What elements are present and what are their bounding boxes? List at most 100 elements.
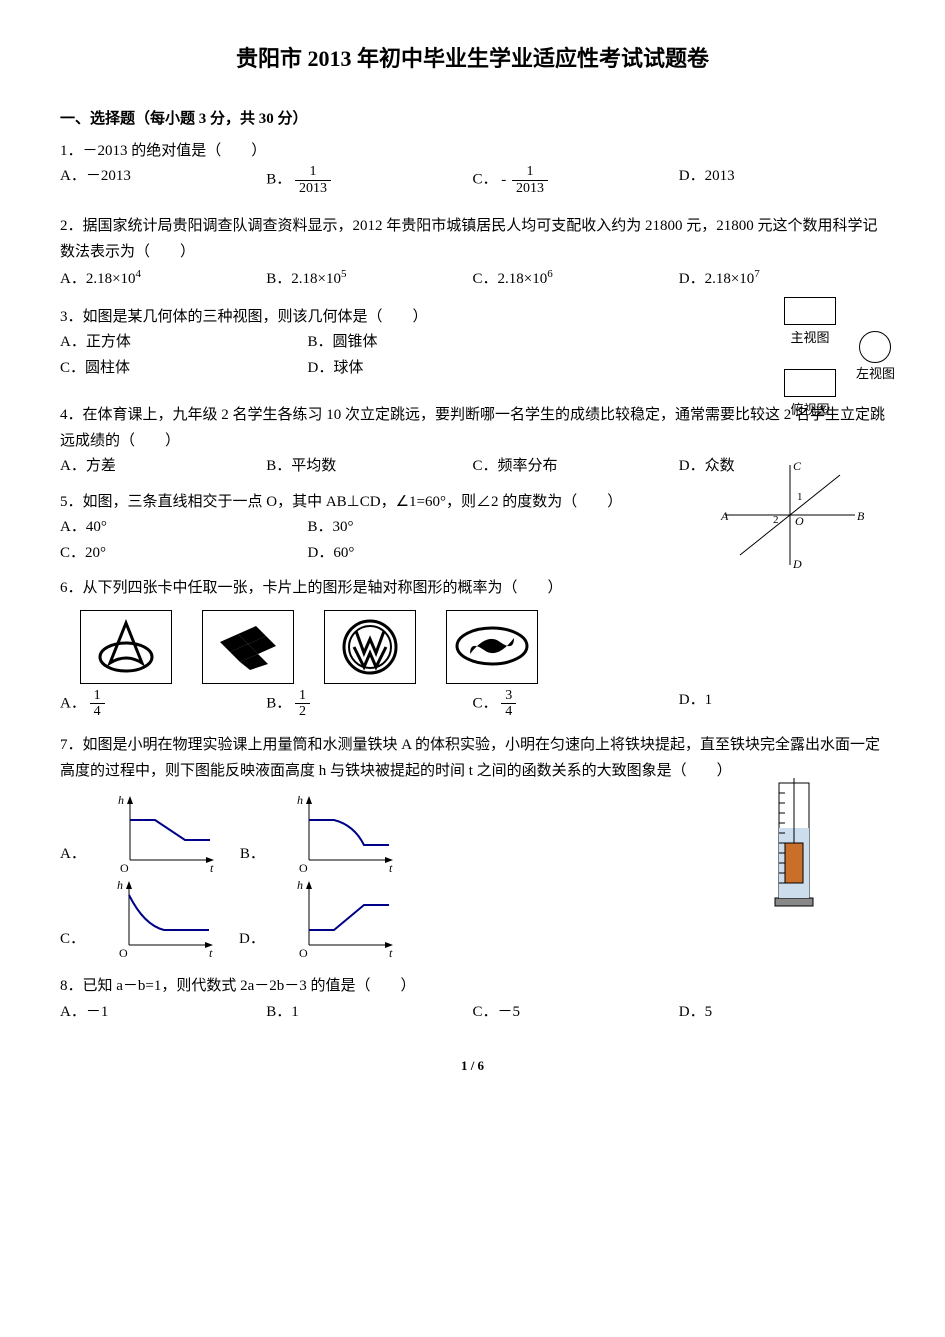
q1-b-fraction: 1 2013 — [295, 164, 331, 196]
q4-choice-c: C．频率分布 — [473, 454, 679, 480]
svg-text:t: t — [209, 946, 213, 960]
q8-choice-b: B．1 — [266, 1000, 472, 1026]
q7-choice-d-label: D． — [239, 927, 265, 961]
q8-choice-c: C．－5 — [473, 1000, 679, 1026]
question-3: 3．如图是某几何体的三种视图，则该几何体是（ ） A．正方体 B．圆锥体 C．圆… — [60, 305, 885, 382]
q6-a-fraction: 14 — [90, 688, 105, 720]
logo-card-2 — [202, 610, 294, 684]
label-D: D — [792, 557, 802, 570]
q5-lines-diagram: A B C D O 1 2 — [715, 460, 865, 570]
q5-choice-d: D．60° — [308, 541, 556, 567]
q7-graph-c: h t O — [109, 875, 219, 960]
svg-text:O: O — [299, 861, 308, 875]
q5-choice-c: C．20° — [60, 541, 308, 567]
top-view-icon — [784, 369, 836, 397]
q6-a-den: 4 — [90, 704, 105, 719]
q5-choice-a: A．40° — [60, 515, 308, 541]
q7-graph-b: h t O — [289, 790, 399, 875]
q7-choice-c-label: C． — [60, 927, 85, 961]
logo-card-3 — [324, 610, 416, 684]
q6-c-label: C． — [473, 695, 498, 711]
q8-choice-d: D．5 — [679, 1000, 885, 1026]
cylinder-experiment-icon — [765, 773, 825, 913]
q7-choice-a-label: A． — [60, 842, 86, 876]
q7-graph-a: h t O — [110, 790, 220, 875]
q2-a-base: A．2.18×10 — [60, 271, 136, 287]
label-B: B — [857, 509, 865, 523]
front-view-label: 主视图 — [784, 327, 836, 349]
svg-text:t: t — [389, 861, 393, 875]
q2-d-sup: 7 — [754, 268, 760, 280]
q1-choice-a: A．－2013 — [60, 164, 266, 196]
q1-choice-c: C． - 1 2013 — [473, 164, 679, 196]
q6-choice-b: B． 12 — [266, 688, 472, 720]
q1-c-fraction: 1 2013 — [512, 164, 548, 196]
question-1: 1．－2013 的绝对值是（ ） A．－2013 B． 1 2013 C． - … — [60, 139, 885, 196]
q6-a-label: A． — [60, 695, 86, 711]
left-view-label: 左视图 — [856, 363, 895, 385]
q1-c-den: 2013 — [512, 181, 548, 196]
q2-choice-d: D．2.18×107 — [679, 265, 885, 293]
minus-icon: - — [501, 168, 506, 194]
question-6: 6．从下列四张卡中任取一张，卡片上的图形是轴对称图形的概率为（ ） — [60, 576, 885, 719]
section-1-header: 一、选择题（每小题 3 分，共 30 分） — [60, 107, 885, 133]
q3-views-diagram: 主视图 俯视图 左视图 — [784, 295, 895, 421]
label-2: 2 — [773, 514, 779, 526]
q1-choice-b: B． 1 2013 — [266, 164, 472, 196]
q6-a-num: 1 — [90, 688, 105, 704]
q7-choice-b-label: B． — [240, 842, 265, 876]
q8-text: 8．已知 a－b=1，则代数式 2a－2b－3 的值是（ ） — [60, 974, 885, 1000]
q4-choice-b: B．平均数 — [266, 454, 472, 480]
q7-graph-d: h t O — [289, 875, 399, 960]
svg-text:O: O — [119, 946, 128, 960]
q1-c-label: C． — [473, 172, 498, 188]
question-2: 2．据国家统计局贵阳调查队调查资料显示，2012 年贵阳市城镇居民人均可支配收入… — [60, 214, 885, 293]
front-view-icon — [784, 297, 836, 325]
q6-b-num: 1 — [295, 688, 310, 704]
q2-d-base: D．2.18×10 — [679, 271, 755, 287]
q2-c-base: C．2.18×10 — [473, 271, 548, 287]
svg-text:t: t — [389, 946, 393, 960]
q1-c-num: 1 — [512, 164, 548, 180]
question-7: 7．如图是小明在物理实验课上用量筒和水测量铁块 A 的体积实验，小明在匀速向上将… — [60, 733, 885, 960]
q4-text: 4．在体育课上，九年级 2 名学生各练习 10 次立定跳远，要判断哪一名学生的成… — [60, 403, 885, 454]
q3-choice-b: B．圆锥体 — [308, 330, 556, 356]
svg-text:h: h — [297, 878, 303, 892]
svg-text:O: O — [120, 861, 129, 875]
svg-text:t: t — [210, 861, 214, 875]
wuling-icon — [208, 622, 288, 672]
q6-b-den: 2 — [295, 704, 310, 719]
q3-text: 3．如图是某几何体的三种视图，则该几何体是（ ） — [60, 305, 885, 331]
q4-choice-a: A．方差 — [60, 454, 266, 480]
svg-text:h: h — [117, 878, 123, 892]
q5-text: 5．如图，三条直线相交于一点 O，其中 AB⊥CD，∠1=60°，则∠2 的度数… — [60, 490, 679, 516]
q2-a-sup: 4 — [136, 268, 142, 280]
label-O: O — [795, 514, 804, 528]
q6-text: 6．从下列四张卡中任取一张，卡片上的图形是轴对称图形的概率为（ ） — [60, 576, 885, 602]
page-number: 1 / 6 — [60, 1055, 885, 1077]
svg-text:h: h — [118, 793, 124, 807]
question-5: 5．如图，三条直线相交于一点 O，其中 AB⊥CD，∠1=60°，则∠2 的度数… — [60, 490, 885, 567]
q8-choice-a: A．－1 — [60, 1000, 266, 1026]
q7-text: 7．如图是小明在物理实验课上用量筒和水测量铁块 A 的体积实验，小明在匀速向上将… — [60, 733, 885, 784]
q6-choice-a: A． 14 — [60, 688, 266, 720]
svg-text:h: h — [297, 793, 303, 807]
q6-choice-d: D．1 — [679, 688, 885, 720]
q1-text: 1．－2013 的绝对值是（ ） — [60, 139, 885, 165]
q6-c-den: 4 — [501, 704, 516, 719]
q6-choice-c: C． 34 — [473, 688, 679, 720]
q1-b-den: 2013 — [295, 181, 331, 196]
q2-text: 2．据国家统计局贵阳调查队调查资料显示，2012 年贵阳市城镇居民人均可支配收入… — [60, 214, 885, 265]
q2-choice-b: B．2.18×105 — [266, 265, 472, 293]
logo-card-1 — [80, 610, 172, 684]
page-title: 贵阳市 2013 年初中毕业生学业适应性考试试题卷 — [60, 40, 885, 77]
q5-choice-b: B．30° — [308, 515, 556, 541]
q3-choice-a: A．正方体 — [60, 330, 308, 356]
label-C: C — [793, 460, 802, 473]
q1-b-num: 1 — [295, 164, 331, 180]
left-view-icon — [859, 331, 891, 363]
q2-b-sup: 5 — [341, 268, 347, 280]
q6-c-fraction: 34 — [501, 688, 516, 720]
q6-b-fraction: 12 — [295, 688, 310, 720]
q1-choice-d: D．2013 — [679, 164, 885, 196]
